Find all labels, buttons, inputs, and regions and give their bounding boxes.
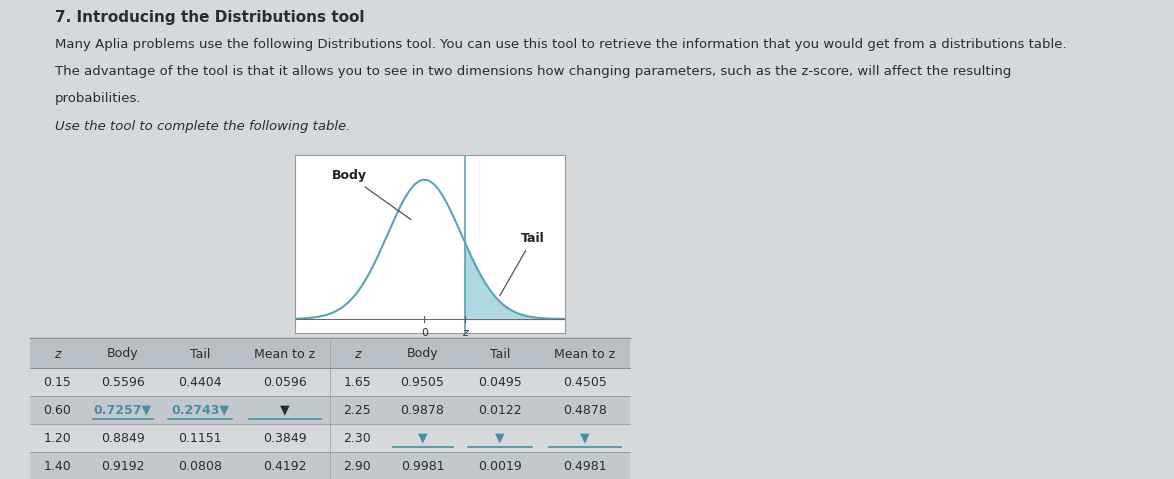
- Text: 1.40: 1.40: [43, 459, 72, 472]
- Text: 0.8849: 0.8849: [101, 432, 144, 445]
- Text: 2.90: 2.90: [344, 459, 371, 472]
- Text: 0.0122: 0.0122: [478, 403, 521, 417]
- Text: 0.4505: 0.4505: [564, 376, 607, 388]
- Text: 1.20: 1.20: [43, 432, 72, 445]
- Text: 0.0596: 0.0596: [263, 376, 306, 388]
- Bar: [31, 396, 630, 424]
- Text: 0.15: 0.15: [43, 376, 72, 388]
- Text: 7. Introducing the Distributions tool: 7. Introducing the Distributions tool: [55, 10, 364, 25]
- Text: Tail: Tail: [500, 232, 545, 296]
- Bar: [31, 368, 630, 396]
- Text: Body: Body: [332, 170, 411, 220]
- Text: 0: 0: [421, 328, 429, 338]
- Text: 2.25: 2.25: [344, 403, 371, 417]
- Text: Many Aplia problems use the following Distributions tool. You can use this tool : Many Aplia problems use the following Di…: [55, 38, 1067, 51]
- Text: Tail: Tail: [490, 347, 511, 361]
- Text: 0.5596: 0.5596: [101, 376, 144, 388]
- Text: 0.60: 0.60: [43, 403, 72, 417]
- Text: 0.9878: 0.9878: [400, 403, 445, 417]
- Bar: [31, 340, 630, 368]
- Text: 0.4981: 0.4981: [564, 459, 607, 472]
- Text: ▼: ▼: [495, 432, 505, 445]
- Text: Body: Body: [107, 347, 139, 361]
- Bar: [31, 424, 630, 452]
- Text: Tail: Tail: [190, 347, 210, 361]
- Text: ▼: ▼: [281, 403, 290, 417]
- Text: 0.3849: 0.3849: [263, 432, 306, 445]
- Text: 0.9505: 0.9505: [400, 376, 445, 388]
- Text: 0.1151: 0.1151: [178, 432, 222, 445]
- Text: ▼: ▼: [580, 432, 589, 445]
- Text: 1.65: 1.65: [344, 376, 371, 388]
- Text: Body: Body: [406, 347, 438, 361]
- Text: The advantage of the tool is that it allows you to see in two dimensions how cha: The advantage of the tool is that it all…: [55, 65, 1011, 78]
- Text: 0.9981: 0.9981: [400, 459, 444, 472]
- Text: 0.4404: 0.4404: [178, 376, 222, 388]
- Text: 0.4192: 0.4192: [263, 459, 306, 472]
- Text: Mean to z: Mean to z: [554, 347, 615, 361]
- Text: z: z: [355, 347, 360, 361]
- Bar: [31, 452, 630, 479]
- Text: 0.2743▼: 0.2743▼: [171, 403, 229, 417]
- Text: 0.7257▼: 0.7257▼: [94, 403, 151, 417]
- Text: Mean to z: Mean to z: [255, 347, 316, 361]
- Text: 0.4878: 0.4878: [564, 403, 607, 417]
- Text: z: z: [54, 347, 61, 361]
- Text: 0.0495: 0.0495: [478, 376, 522, 388]
- Text: 2.30: 2.30: [344, 432, 371, 445]
- Text: probabilities.: probabilities.: [55, 92, 142, 105]
- Text: 0.0808: 0.0808: [178, 459, 222, 472]
- Text: z: z: [463, 328, 468, 338]
- Text: 0.0019: 0.0019: [478, 459, 522, 472]
- Text: ▼: ▼: [418, 432, 427, 445]
- Text: Use the tool to complete the following table.: Use the tool to complete the following t…: [55, 120, 350, 133]
- Text: 0.9192: 0.9192: [101, 459, 144, 472]
